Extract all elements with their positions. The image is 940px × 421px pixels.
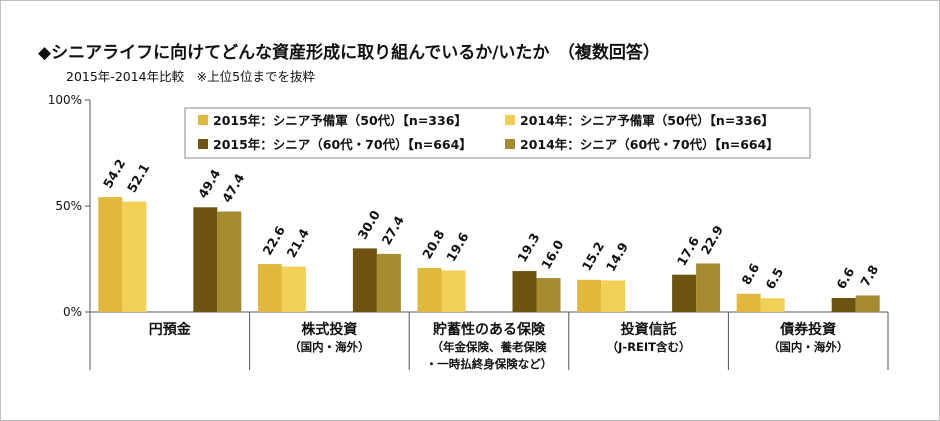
bars xyxy=(98,197,880,312)
bar xyxy=(376,253,401,312)
category-label: 貯蓄性のある保険 xyxy=(433,321,546,338)
category-label: 円預金 xyxy=(149,321,192,338)
y-tick-label: 100% xyxy=(48,93,82,107)
data-label: 14.9 xyxy=(603,240,631,274)
bar xyxy=(98,197,123,312)
legend-swatch xyxy=(198,139,208,149)
y-tick-label: 50% xyxy=(55,199,82,213)
bar xyxy=(577,279,602,312)
category-label: （国内・海外） xyxy=(768,340,849,354)
bar xyxy=(417,267,442,312)
category-label: （年金保険、養老保険 xyxy=(432,340,547,354)
legend: 2015年：シニア予備軍（50代）【n=336】 2014年：シニア予備軍（50代… xyxy=(184,107,811,159)
data-label: 30.0 xyxy=(355,207,384,241)
bar xyxy=(760,298,785,312)
bar xyxy=(672,274,697,312)
bar xyxy=(736,293,761,312)
data-label: 52.1 xyxy=(124,161,152,195)
bar xyxy=(831,298,856,312)
category-label: （国内・海外） xyxy=(289,340,370,354)
bar xyxy=(217,211,242,312)
bar xyxy=(257,264,282,312)
legend-entry: 2014年：シニア（60代・70代）【n=664】 xyxy=(520,137,779,152)
data-label: 47.4 xyxy=(219,171,248,205)
data-label: 22.9 xyxy=(698,223,726,257)
bar xyxy=(601,280,626,312)
data-label: 8.6 xyxy=(738,260,762,287)
data-label: 6.5 xyxy=(762,265,786,292)
data-label: 7.8 xyxy=(857,262,881,289)
category-label: （J-REIT含む） xyxy=(607,340,691,354)
data-label: 16.0 xyxy=(538,237,567,271)
legend-entry: 2015年：シニア予備軍（50代）【n=336】 xyxy=(213,113,467,128)
data-label: 17.6 xyxy=(674,234,703,268)
data-label: 19.3 xyxy=(514,230,542,264)
category-label: ・一時払終身保険など） xyxy=(426,357,553,371)
bar xyxy=(536,278,561,312)
legend-swatch xyxy=(505,139,515,149)
legend-swatch xyxy=(505,115,515,125)
category-label: 債券投資 xyxy=(779,321,836,338)
legend-entry: 2014年：シニア予備軍（50代）【n=336】 xyxy=(520,113,774,128)
bar xyxy=(441,270,466,312)
category-labels: 円預金 株式投資 （国内・海外） 貯蓄性のある保険 （年金保険、養老保険・一時払終身保険… xyxy=(149,321,849,371)
y-tick-label: 0% xyxy=(63,305,82,319)
data-label: 6.6 xyxy=(833,265,857,292)
bar xyxy=(122,201,147,312)
bar xyxy=(281,266,306,312)
category-label: 投資信託 xyxy=(621,321,677,338)
bar xyxy=(855,295,880,312)
bar xyxy=(193,207,218,312)
legend-box xyxy=(184,107,811,159)
bar xyxy=(352,248,377,312)
chart-title: ◆シニアライフに向けてどんな資産形成に取り組んでいるか/いたか （複数回答） xyxy=(38,43,660,63)
bar xyxy=(512,271,537,312)
chart-subtitle: 2015年-2014年比較 ※上位5位までを抜粋 xyxy=(66,69,316,84)
data-label: 15.2 xyxy=(579,239,607,273)
legend-entry: 2015年：シニア（60代・70代）【n=664】 xyxy=(213,137,472,152)
data-label: 27.4 xyxy=(379,213,408,247)
bar xyxy=(696,263,721,312)
category-label: 株式投資 xyxy=(301,321,357,338)
legend-swatch xyxy=(198,115,208,125)
